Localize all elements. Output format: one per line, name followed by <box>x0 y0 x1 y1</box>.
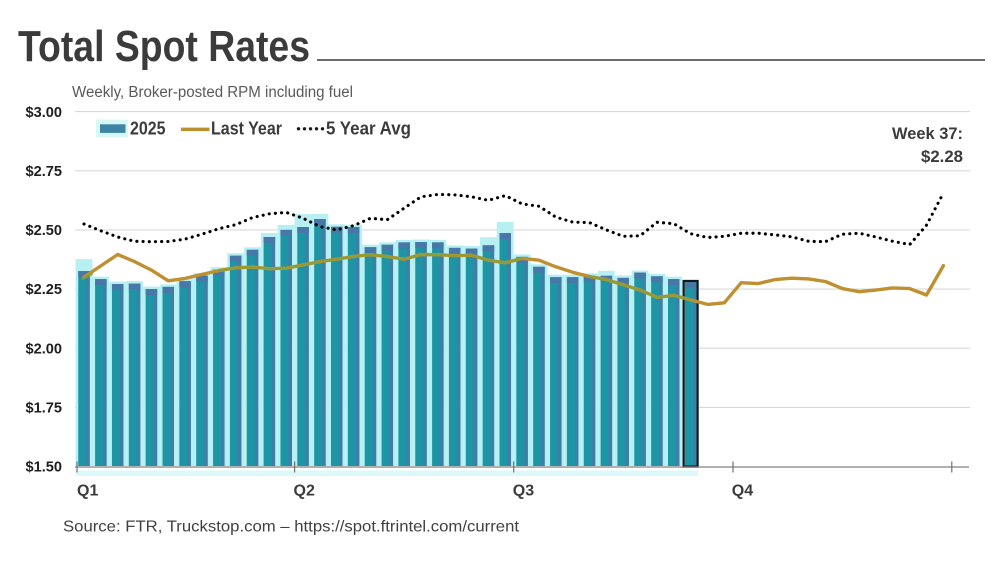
svg-text:Total Spot Rates: Total Spot Rates <box>18 22 310 71</box>
svg-text:$2.00: $2.00 <box>26 340 63 357</box>
svg-text:$2.50: $2.50 <box>26 222 63 239</box>
svg-text:Source: FTR, Truckstop.com – h: Source: FTR, Truckstop.com – https://spo… <box>63 519 520 536</box>
svg-text:Q4: Q4 <box>732 483 753 500</box>
svg-text:Q1: Q1 <box>77 483 98 500</box>
svg-text:$2.28: $2.28 <box>921 148 963 166</box>
svg-text:$2.25: $2.25 <box>26 281 63 298</box>
svg-text:Last Year: Last Year <box>211 119 282 139</box>
svg-text:$1.50: $1.50 <box>26 459 63 476</box>
svg-text:$3.00: $3.00 <box>26 104 63 121</box>
svg-text:$2.75: $2.75 <box>26 163 63 180</box>
svg-text:Weekly, Broker-posted RPM incl: Weekly, Broker-posted RPM including fuel <box>72 84 353 101</box>
svg-text:Q3: Q3 <box>513 483 534 500</box>
svg-text:Q2: Q2 <box>294 483 315 500</box>
svg-text:2025: 2025 <box>130 119 166 139</box>
svg-text:5 Year Avg: 5 Year Avg <box>326 119 411 139</box>
svg-text:$1.75: $1.75 <box>26 400 63 417</box>
svg-text:Week 37:: Week 37: <box>892 125 963 143</box>
